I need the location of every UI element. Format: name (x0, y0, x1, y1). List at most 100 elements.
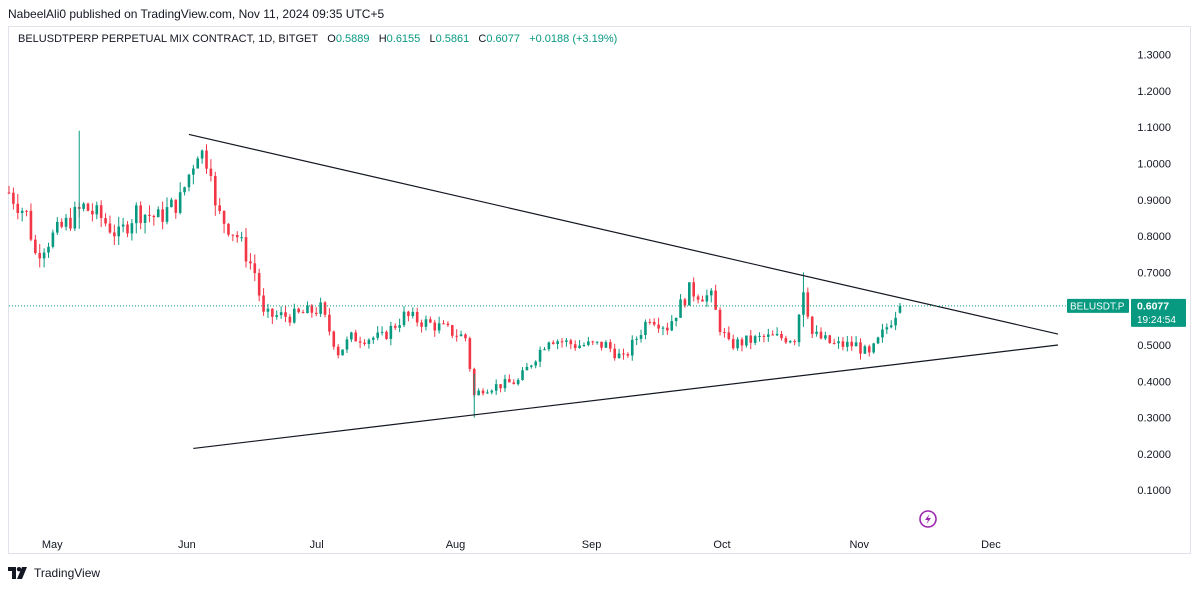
candle (587, 336, 590, 347)
candle (148, 205, 151, 223)
candle (402, 306, 406, 328)
candle (196, 156, 200, 169)
candle (367, 338, 371, 349)
candle (34, 234, 37, 255)
candle (775, 327, 779, 337)
candle (38, 244, 42, 268)
last-price-tag: BELUSDT.P 0.6077 19:24:54 (1067, 298, 1186, 327)
candle (134, 202, 138, 234)
candle (380, 326, 384, 336)
candle (424, 315, 428, 331)
candle (736, 337, 739, 351)
candle (7, 185, 11, 195)
candle (635, 336, 638, 345)
candle (152, 214, 156, 226)
lightning-icon[interactable] (919, 510, 937, 528)
candle (20, 207, 24, 222)
candle (508, 374, 511, 383)
candle (415, 307, 419, 327)
candle (459, 330, 463, 337)
candle (749, 329, 753, 350)
candle (323, 301, 327, 318)
candle (183, 186, 186, 196)
candle (705, 289, 709, 307)
candle (688, 282, 691, 306)
candle (543, 347, 546, 351)
candle (889, 320, 893, 329)
candle (894, 311, 897, 331)
candle (512, 379, 516, 385)
candle (200, 149, 204, 164)
candle (156, 206, 160, 218)
trendlines-layer[interactable] (188, 133, 1059, 450)
candle (240, 231, 243, 242)
candle (499, 384, 502, 393)
candle (284, 305, 287, 323)
candle (547, 341, 551, 352)
open-value: 0.5889 (335, 33, 370, 45)
candle (433, 319, 437, 337)
candle (341, 349, 344, 356)
candle (709, 288, 713, 303)
candle (850, 336, 854, 351)
candle (126, 221, 129, 238)
candle (257, 268, 261, 302)
symbol-title: BELUSDTPERP PERPETUAL MIX CONTRACT, 1D, … (18, 33, 319, 45)
time-axis-label: Dec (981, 539, 1001, 551)
candle (235, 231, 239, 243)
candle (345, 336, 349, 353)
candle (69, 207, 72, 231)
candle (679, 294, 682, 318)
candle (354, 329, 358, 342)
candle (358, 336, 362, 349)
candle (837, 336, 840, 349)
trendline[interactable] (193, 344, 1059, 450)
candle (854, 336, 858, 347)
candle (863, 344, 867, 354)
candle (446, 321, 450, 327)
price-axis-label: 0.8000 (1137, 231, 1171, 243)
candle (139, 201, 142, 230)
candle (51, 229, 55, 249)
candle (271, 308, 274, 324)
candle (218, 198, 221, 214)
candle (385, 330, 388, 340)
candle (670, 315, 674, 332)
price-tag-symbol-box (1067, 298, 1129, 313)
candle (481, 388, 485, 396)
candle (758, 332, 761, 342)
high-value: 0.6155 (386, 33, 421, 45)
time-axis[interactable]: May Jun Jul Aug Sep Oct Nov Dec (42, 539, 1001, 551)
candle (170, 197, 173, 208)
candle (806, 287, 810, 320)
price-tag-price-box (1131, 298, 1186, 327)
price-tag-symbol: BELUSDT.P (1070, 301, 1125, 312)
time-axis-label: Oct (713, 539, 730, 551)
candle (530, 364, 533, 369)
candle (578, 340, 581, 349)
candle (222, 210, 226, 234)
candle (292, 303, 296, 324)
candle (227, 223, 230, 237)
candle (718, 307, 722, 336)
candle (898, 303, 902, 314)
price-axis-label: 0.3000 (1137, 413, 1171, 425)
candle (648, 318, 652, 325)
time-axis-label: Jul (310, 539, 324, 551)
candle (859, 338, 862, 360)
candle (560, 337, 564, 348)
candle (42, 248, 46, 268)
candle (692, 277, 696, 302)
trendline[interactable] (188, 133, 1059, 335)
candle (740, 337, 744, 352)
candle (788, 340, 792, 344)
price-axis[interactable]: 1.3000 1.2000 1.1000 1.0000 0.9000 0.8000 0.70… (1137, 50, 1171, 498)
candle (885, 323, 889, 335)
price-axis-label: 1.0000 (1137, 158, 1171, 170)
candle (784, 335, 788, 344)
candle (797, 313, 801, 347)
candle (371, 336, 375, 344)
candle (604, 340, 608, 348)
candle (262, 288, 265, 316)
